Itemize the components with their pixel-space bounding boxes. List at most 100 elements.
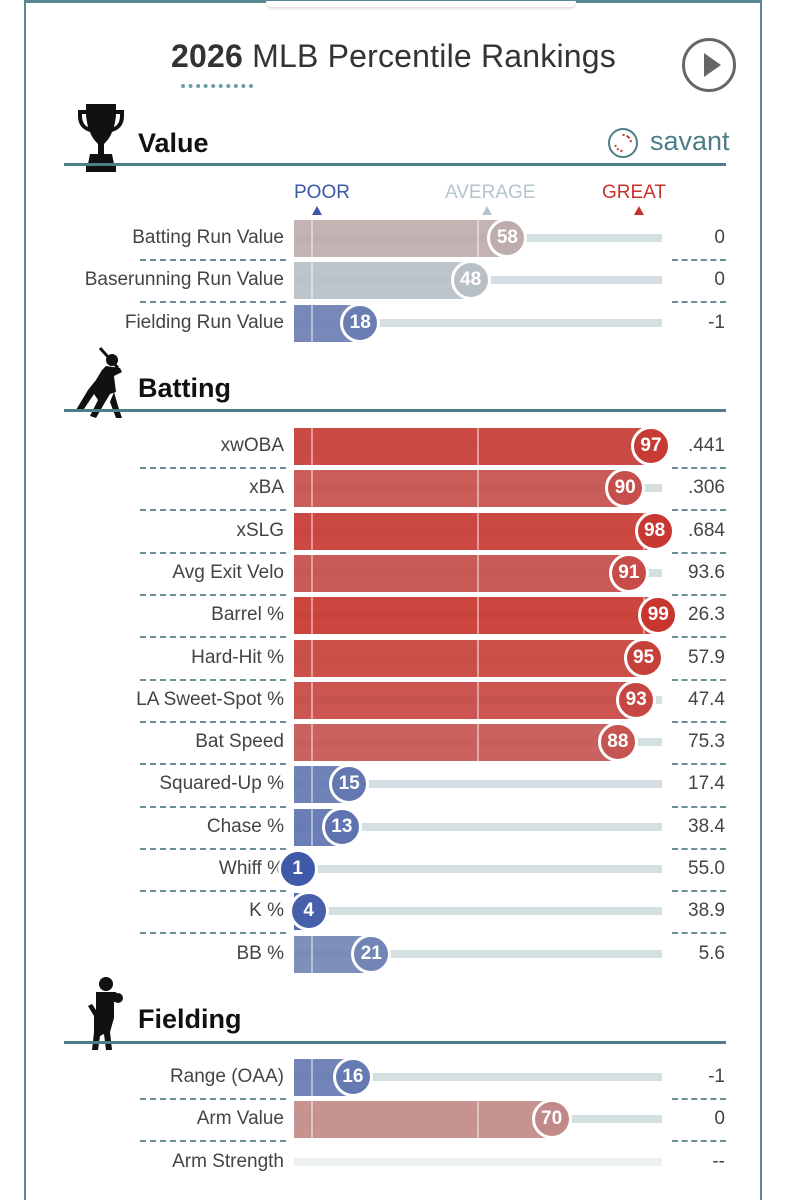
percentile-badge[interactable]: 99 — [638, 595, 679, 636]
value-section-title: Value — [138, 128, 209, 158]
trophy-icon — [78, 104, 124, 172]
batting-section-title: Batting — [138, 373, 231, 403]
metric-value: 26.3 — [688, 604, 725, 626]
metric-value: 93.6 — [688, 561, 725, 583]
percentile-bar[interactable] — [294, 554, 629, 592]
row-divider — [672, 848, 726, 850]
row-divider — [140, 1140, 286, 1142]
metric-value: 38.9 — [688, 900, 725, 922]
bar-gridline — [311, 597, 314, 635]
row-divider — [672, 763, 726, 765]
title-year: 2026 — [171, 38, 243, 74]
percentile-badge[interactable]: 70 — [531, 1099, 572, 1140]
card-frame — [24, 0, 762, 1200]
metric-label: Batting Run Value — [132, 227, 284, 248]
percentile-badge[interactable]: 16 — [332, 1057, 373, 1097]
bar-gridline — [477, 554, 479, 592]
percentile-badge[interactable]: 48 — [450, 260, 491, 301]
bar-gridline — [477, 1101, 479, 1139]
row-divider — [140, 467, 286, 469]
row-divider — [140, 721, 286, 723]
metric-value: 55.0 — [688, 858, 725, 879]
percentile-bar[interactable] — [294, 220, 508, 257]
percentile-badge[interactable]: 91 — [608, 552, 649, 593]
bar-gridline — [311, 681, 314, 719]
bar-gridline — [311, 935, 314, 973]
metric-label: xBA — [249, 477, 284, 499]
percentile-bar[interactable] — [294, 512, 655, 550]
metric-label: Avg Exit Velo — [172, 561, 284, 583]
metric-label: xSLG — [236, 519, 284, 541]
row-divider — [140, 259, 286, 261]
metric-label: Whiff % — [218, 858, 284, 879]
row-divider — [140, 763, 286, 765]
percentile-bar[interactable] — [294, 428, 651, 465]
bar-gridline — [477, 428, 479, 465]
row-divider — [140, 806, 286, 808]
bar-gridline — [477, 681, 479, 719]
percentile-badge[interactable]: 4 — [288, 891, 329, 932]
row-divider — [672, 890, 726, 892]
bar-track — [294, 1073, 662, 1081]
percentile-badge[interactable]: 1 — [277, 849, 318, 889]
play-icon[interactable] — [682, 38, 736, 92]
metric-value: 0 — [714, 1108, 725, 1130]
bar-gridline — [477, 639, 479, 677]
percentile-badge[interactable]: 98 — [634, 510, 675, 551]
row-divider — [672, 301, 726, 303]
bar-gridline — [311, 1059, 314, 1096]
savant-text: savant — [650, 126, 730, 156]
fielding-section-line — [64, 1041, 726, 1044]
batting-section-line — [64, 409, 726, 412]
metric-value: 0 — [714, 269, 725, 291]
percentile-bar[interactable] — [294, 639, 644, 677]
bar-track — [294, 865, 662, 873]
row-divider — [672, 1098, 726, 1100]
row-divider — [140, 890, 286, 892]
percentile-bar[interactable] — [294, 597, 659, 635]
percentile-bar[interactable] — [294, 262, 471, 300]
percentile-bar[interactable] — [294, 681, 637, 719]
row-divider — [672, 636, 726, 638]
bar-track — [294, 318, 662, 327]
bar-track — [294, 822, 662, 831]
row-divider — [140, 552, 286, 554]
row-divider — [140, 1098, 286, 1100]
percentile-badge[interactable]: 58 — [487, 218, 528, 258]
row-divider — [672, 679, 726, 681]
metric-label: K % — [249, 900, 284, 922]
row-divider — [140, 636, 286, 638]
row-divider — [672, 467, 726, 469]
percentile-badge[interactable]: 95 — [623, 637, 664, 678]
percentile-badge[interactable]: 88 — [597, 722, 638, 763]
percentile-bar[interactable] — [294, 724, 618, 762]
row-divider — [140, 594, 286, 596]
bar-gridline — [311, 512, 314, 550]
percentile-badge[interactable]: 13 — [321, 806, 362, 847]
metric-label: Arm Value — [196, 1108, 284, 1130]
percentile-badge[interactable]: 15 — [329, 764, 370, 805]
percentile-badge[interactable]: 90 — [605, 468, 646, 509]
poor-label: POOR — [294, 182, 350, 215]
metric-label: BB % — [236, 942, 284, 964]
percentile-badge[interactable]: 18 — [340, 302, 381, 343]
bar-gridline — [477, 220, 479, 257]
percentile-badge[interactable]: 93 — [616, 679, 657, 720]
metric-value: .441 — [688, 435, 725, 456]
bar-track — [294, 1157, 662, 1166]
bar-gridline — [477, 724, 479, 762]
percentile-badge[interactable]: 97 — [630, 426, 671, 466]
percentile-badge[interactable]: 21 — [351, 933, 392, 974]
row-divider — [672, 1140, 726, 1142]
great-label: GREAT — [602, 182, 666, 215]
percentile-bar[interactable] — [294, 1101, 552, 1139]
metric-label: xwOBA — [220, 435, 284, 456]
percentile-bar[interactable] — [294, 470, 626, 508]
fielder-icon — [88, 977, 123, 1050]
metric-label: Hard-Hit % — [191, 646, 284, 668]
bar-gridline — [311, 766, 314, 804]
bar-gridline — [311, 808, 314, 846]
bar-track — [294, 780, 662, 789]
bar-track — [294, 949, 662, 958]
poor-marker-icon — [312, 206, 322, 215]
